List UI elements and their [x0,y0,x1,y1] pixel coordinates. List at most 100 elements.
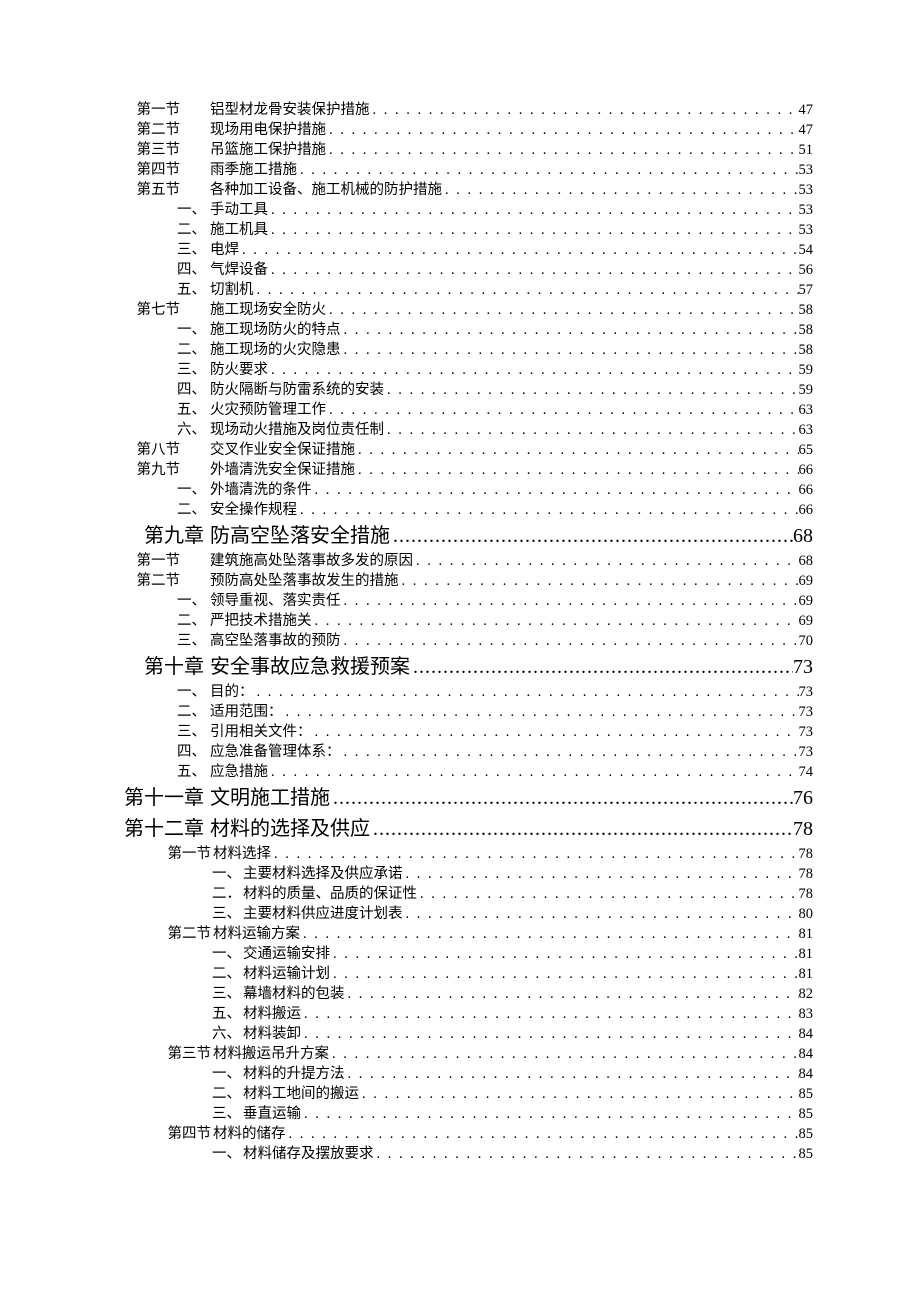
toc-page-number: 73 [799,682,814,702]
toc-entry: 六、材料装卸. . . . . . . . . . . . . . . . . … [107,1024,813,1044]
toc-title: 材料选择 [213,844,274,864]
toc-label: 二、 [107,220,210,240]
toc-label: 二、 [107,702,210,722]
toc-label: 第五节 [107,180,210,200]
toc-title: 材料储存及摆放要求 [243,1144,377,1164]
toc-entry: 五、材料搬运. . . . . . . . . . . . . . . . . … [107,1004,813,1024]
toc-leader-dots: . . . . . . . . . . . . . . . . . . . . … [289,1124,799,1144]
toc-page-number: 47 [799,100,814,120]
toc-page-number: 56 [799,260,814,280]
toc-leader-dots: ........................................… [373,814,793,844]
toc-entry: 四、防火隔断与防雷系统的安装. . . . . . . . . . . . . … [107,380,813,400]
toc-entry: 第四节材料的储存. . . . . . . . . . . . . . . . … [107,1124,813,1144]
toc-page-number: 66 [799,460,814,480]
toc-entry: 一、施工现场防火的特点. . . . . . . . . . . . . . .… [107,320,813,340]
toc-page-number: 83 [799,1004,814,1024]
toc-entry: 四、气焊设备. . . . . . . . . . . . . . . . . … [107,260,813,280]
toc-title: 各种加工设备、施工机械的防护措施 [210,180,445,200]
toc-entry: 第十二章材料的选择及供应............................… [107,814,813,844]
toc-leader-dots: . . . . . . . . . . . . . . . . . . . . … [274,844,799,864]
toc-label: 三、 [173,984,243,1004]
toc-page-number: 58 [799,300,814,320]
toc-title: 材料的质量、品质的保证性 [243,884,420,904]
toc-leader-dots: . . . . . . . . . . . . . . . . . . . . … [406,904,799,924]
toc-leader-dots: . . . . . . . . . . . . . . . . . . . . … [333,964,799,984]
toc-label: 三、 [107,631,210,651]
toc-title: 交通运输安排 [243,944,333,964]
toc-label: 四、 [107,260,210,280]
toc-leader-dots: . . . . . . . . . . . . . . . . . . . . … [333,944,799,964]
toc-page-number: 73 [793,652,813,682]
toc-leader-dots: . . . . . . . . . . . . . . . . . . . . … [344,742,799,762]
toc-label: 二． [173,884,243,904]
toc-title: 电焊 [210,240,242,260]
toc-leader-dots: . . . . . . . . . . . . . . . . . . . . … [304,1024,799,1044]
toc-title: 气焊设备 [210,260,271,280]
toc-page-number: 73 [799,702,814,722]
toc-page-number: 78 [793,814,813,844]
toc-title: 火灾预防管理工作 [210,400,329,420]
toc-page-number: 82 [799,984,814,1004]
toc-title: 材料的选择及供应 [210,814,373,844]
toc-leader-dots: . . . . . . . . . . . . . . . . . . . . … [387,420,799,440]
toc-leader-dots: . . . . . . . . . . . . . . . . . . . . … [329,120,799,140]
toc-title: 施工现场的火灾隐患 [210,340,344,360]
toc-leader-dots: . . . . . . . . . . . . . . . . . . . . … [257,280,799,300]
toc-leader-dots: . . . . . . . . . . . . . . . . . . . . … [271,220,799,240]
toc-page-number: 53 [799,200,814,220]
toc-entry: 第八节交叉作业安全保证措施. . . . . . . . . . . . . .… [107,440,813,460]
toc-page-number: 59 [799,360,814,380]
toc-page-number: 81 [799,964,814,984]
toc-entry: 第十章安全事故应急救援预案...........................… [107,652,813,682]
toc-label: 二、 [107,340,210,360]
toc-title: 安全事故应急救援预案 [210,652,413,682]
toc-label: 五、 [173,1004,243,1024]
toc-entry: 三、电焊. . . . . . . . . . . . . . . . . . … [107,240,813,260]
toc-leader-dots: . . . . . . . . . . . . . . . . . . . . … [348,1064,799,1084]
toc-label: 一、 [107,320,210,340]
toc-title: 垂直运输 [243,1104,304,1124]
toc-title: 施工现场防火的特点 [210,320,344,340]
toc-leader-dots: . . . . . . . . . . . . . . . . . . . . … [358,440,799,460]
toc-title: 现场用电保护措施 [210,120,329,140]
toc-label: 五、 [107,400,210,420]
toc-label: 五、 [107,280,210,300]
toc-entry: 二、施工机具. . . . . . . . . . . . . . . . . … [107,220,813,240]
toc-title: 外墙清洗安全保证措施 [210,460,358,480]
toc-entry: 五、切割机. . . . . . . . . . . . . . . . . .… [107,280,813,300]
toc-title: 应急准备管理体系： [210,742,344,762]
toc-page-number: 63 [799,420,814,440]
toc-label: 四、 [107,380,210,400]
toc-page-number: 80 [799,904,814,924]
toc-title: 引用相关文件： [210,722,315,742]
toc-page-number: 68 [793,521,813,551]
toc-entry: 二、安全操作规程. . . . . . . . . . . . . . . . … [107,500,813,520]
toc-page-number: 76 [793,783,813,813]
toc-entry: 二、材料工地间的搬运. . . . . . . . . . . . . . . … [107,1084,813,1104]
toc-label: 二、 [173,1084,243,1104]
toc-entry: 二、施工现场的火灾隐患. . . . . . . . . . . . . . .… [107,340,813,360]
toc-label: 第八节 [107,440,210,460]
toc-label: 第九节 [107,460,210,480]
toc-label: 六、 [173,1024,243,1044]
toc-title: 严把技术措施关 [210,611,315,631]
toc-leader-dots: . . . . . . . . . . . . . . . . . . . . … [329,140,799,160]
toc-title: 安全操作规程 [210,500,300,520]
toc-page-number: 57 [799,280,814,300]
toc-entry: 三、高空坠落事故的预防. . . . . . . . . . . . . . .… [107,631,813,651]
toc-entry: 二、严把技术措施关. . . . . . . . . . . . . . . .… [107,611,813,631]
toc-entry: 第九节外墙清洗安全保证措施. . . . . . . . . . . . . .… [107,460,813,480]
toc-entry: 二．材料的质量、品质的保证性. . . . . . . . . . . . . … [107,884,813,904]
toc-entry: 第三节吊篮施工保护措施. . . . . . . . . . . . . . .… [107,140,813,160]
toc-page-number: 73 [799,742,814,762]
toc-entry: 一、领导重视、落实责任. . . . . . . . . . . . . . .… [107,591,813,611]
toc-leader-dots: ........................................… [333,783,793,813]
toc-title: 材料运输方案 [213,924,303,944]
toc-label: 第十二章 [107,814,210,844]
toc-label: 二、 [107,611,210,631]
toc-entry: 第四节雨季施工措施. . . . . . . . . . . . . . . .… [107,160,813,180]
toc-page-number: 51 [799,140,814,160]
toc-page-number: 68 [799,551,814,571]
toc-leader-dots: ........................................… [413,652,793,682]
toc-label: 二、 [173,964,243,984]
